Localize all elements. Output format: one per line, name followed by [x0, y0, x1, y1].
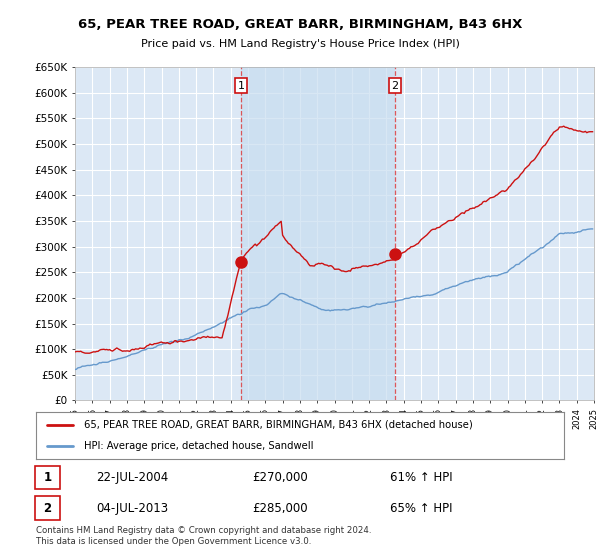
Text: £270,000: £270,000 — [252, 471, 308, 484]
Text: 1: 1 — [43, 471, 52, 484]
Text: 1: 1 — [238, 81, 245, 91]
Text: 2: 2 — [391, 81, 398, 91]
Text: 61% ↑ HPI: 61% ↑ HPI — [390, 471, 452, 484]
Text: 65% ↑ HPI: 65% ↑ HPI — [390, 502, 452, 515]
Text: 2: 2 — [43, 502, 52, 515]
Text: 04-JUL-2013: 04-JUL-2013 — [96, 502, 168, 515]
Text: HPI: Average price, detached house, Sandwell: HPI: Average price, detached house, Sand… — [83, 441, 313, 451]
Bar — [241, 67, 395, 400]
Text: Price paid vs. HM Land Registry's House Price Index (HPI): Price paid vs. HM Land Registry's House … — [140, 39, 460, 49]
Text: Contains HM Land Registry data © Crown copyright and database right 2024.
This d: Contains HM Land Registry data © Crown c… — [36, 526, 371, 546]
Text: 65, PEAR TREE ROAD, GREAT BARR, BIRMINGHAM, B43 6HX (detached house): 65, PEAR TREE ROAD, GREAT BARR, BIRMINGH… — [83, 420, 472, 430]
Text: £285,000: £285,000 — [252, 502, 308, 515]
Text: 22-JUL-2004: 22-JUL-2004 — [96, 471, 168, 484]
Text: 65, PEAR TREE ROAD, GREAT BARR, BIRMINGHAM, B43 6HX: 65, PEAR TREE ROAD, GREAT BARR, BIRMINGH… — [78, 18, 522, 31]
